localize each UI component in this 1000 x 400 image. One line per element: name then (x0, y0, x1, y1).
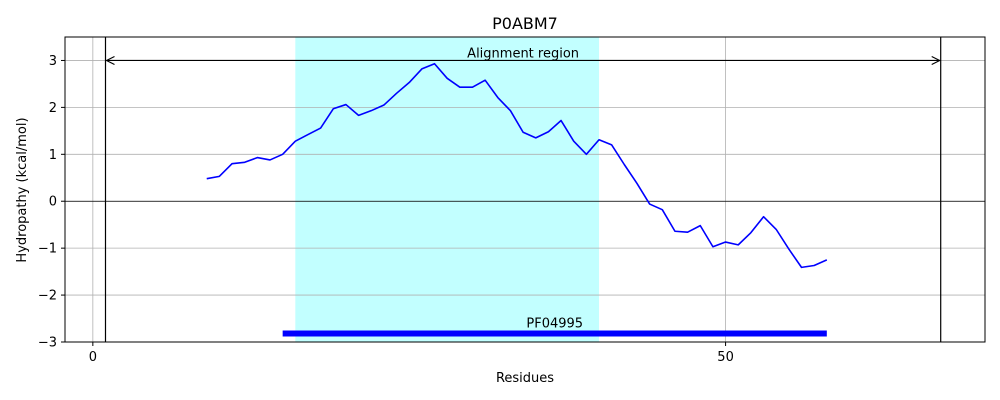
x-axis-label: Residues (496, 371, 554, 386)
x-tick-label: 50 (717, 350, 734, 365)
domain-bar-label: PF04995 (526, 317, 583, 332)
x-tick-label: 0 (89, 350, 97, 365)
alignment-arrow-head-left (105, 55, 115, 65)
alignment-region-label: Alignment region (467, 46, 579, 61)
y-tick-label: 1 (49, 148, 57, 163)
y-tick-label: 0 (49, 195, 57, 210)
y-tick-label: −2 (38, 289, 57, 304)
alignment-arrow-head-right (931, 55, 941, 65)
y-tick-label: 3 (49, 54, 57, 69)
y-axis-label: Hydropathy (kcal/mol) (15, 117, 30, 262)
highlight-region (295, 37, 600, 342)
y-tick-label: −3 (38, 336, 57, 351)
y-tick-label: −1 (38, 242, 57, 257)
hydropathy-series-line (206, 62, 828, 269)
chart-title: P0ABM7 (492, 14, 558, 33)
y-tick-label: 2 (49, 101, 57, 116)
plot-frame (64, 36, 986, 343)
